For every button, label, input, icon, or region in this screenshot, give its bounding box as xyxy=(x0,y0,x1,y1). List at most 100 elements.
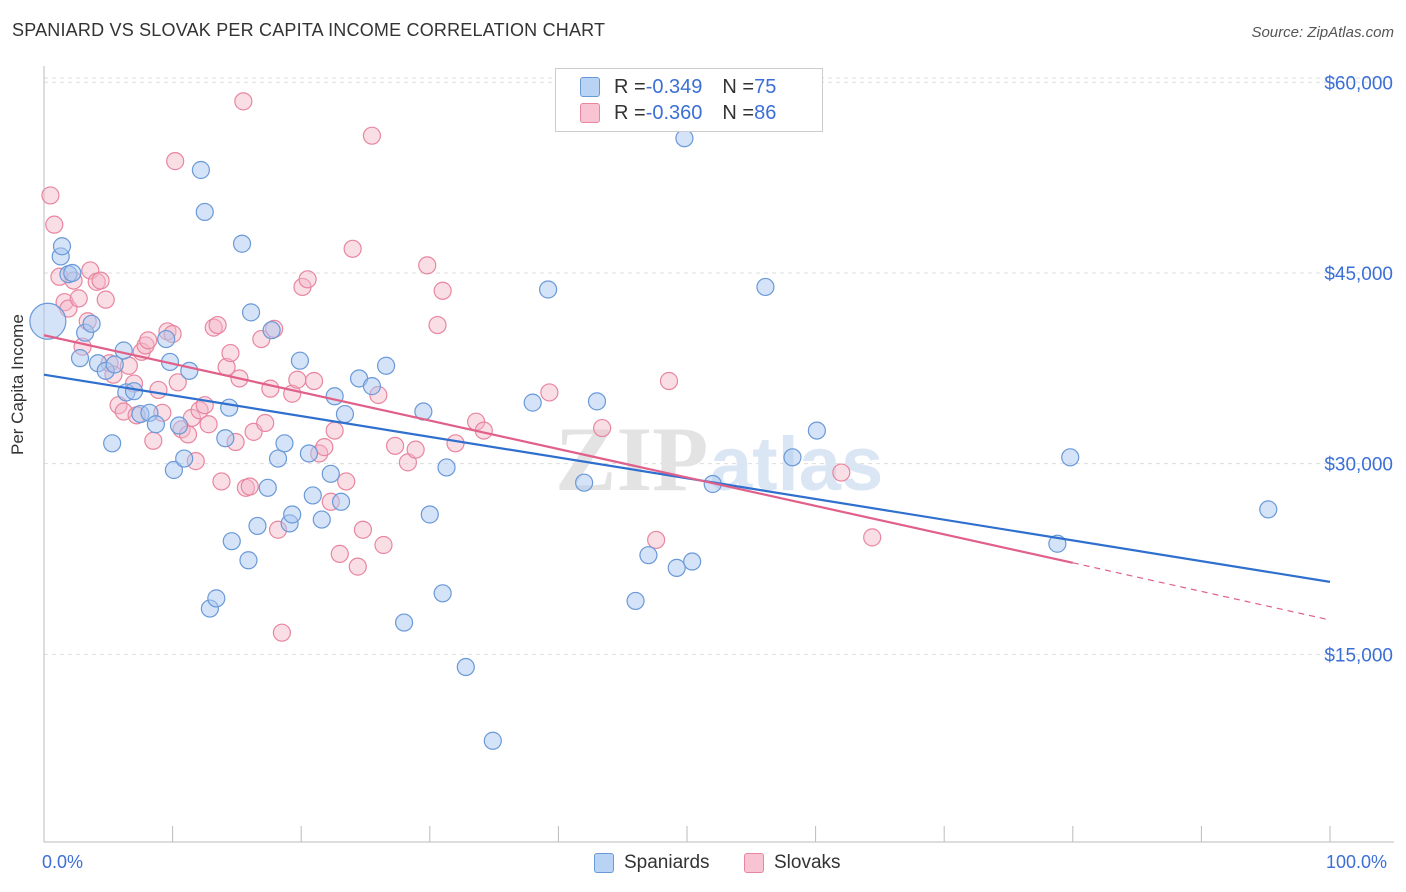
y-tick-label: $30,000 xyxy=(1324,455,1393,476)
slovaks-point xyxy=(69,289,88,308)
spaniards-point xyxy=(157,329,176,349)
legend-label-slovaks: Slovaks xyxy=(774,852,841,873)
slovaks-point xyxy=(144,431,163,450)
y-tick-label: $60,000 xyxy=(1324,73,1393,94)
spaniards-point xyxy=(575,473,594,492)
spaniards-point xyxy=(195,202,214,222)
spaniards-point xyxy=(420,505,439,524)
series-legend: Spaniards Slovaks xyxy=(0,852,1406,878)
spaniards-point xyxy=(483,731,502,750)
spaniards-point xyxy=(376,356,396,375)
spaniards-point xyxy=(169,416,189,435)
spaniards-point xyxy=(523,393,542,412)
spaniards-point xyxy=(164,460,183,480)
slovaks-point xyxy=(832,463,851,482)
slovaks-point xyxy=(315,438,334,457)
spaniards-point xyxy=(268,449,288,468)
slovaks-point xyxy=(272,623,292,642)
spaniards-point xyxy=(220,398,239,417)
spaniards-point xyxy=(262,321,281,340)
slovaks-points xyxy=(41,92,882,642)
slovaks-point xyxy=(190,401,209,420)
slovaks-legend-swatch xyxy=(744,853,764,873)
legend-n-value: 86 xyxy=(754,101,777,124)
spaniards-point xyxy=(241,303,261,322)
spaniards-point xyxy=(1259,500,1278,519)
y-tick-label: $15,000 xyxy=(1324,645,1393,666)
spaniards-point xyxy=(394,613,414,632)
trend-lines xyxy=(43,334,1331,621)
axes xyxy=(43,66,1394,843)
slovaks-point xyxy=(149,380,168,400)
slovaks-point xyxy=(41,186,60,205)
spaniards-point xyxy=(587,392,607,411)
slovaks-point xyxy=(96,290,115,309)
spaniards-point xyxy=(321,464,340,483)
spaniards-point xyxy=(433,584,452,603)
y-tick-labels: $15,000 $30,000 $45,000 $60,000 xyxy=(1324,73,1393,666)
slovaks-point xyxy=(91,271,110,290)
slovaks-point xyxy=(298,270,317,289)
spaniards-point xyxy=(283,505,302,524)
x-tick-min: 0.0% xyxy=(42,852,84,872)
spaniards-point xyxy=(146,415,165,434)
spaniards-points xyxy=(29,129,1278,750)
spaniards-point xyxy=(52,237,72,256)
spaniards-point xyxy=(290,351,310,370)
spaniards-point xyxy=(222,532,241,551)
slovaks-point xyxy=(428,315,447,335)
slovaks-point xyxy=(240,477,259,496)
spaniards-point xyxy=(312,510,331,529)
legend-r-label: R = xyxy=(614,101,646,124)
slovaks-point xyxy=(136,336,155,355)
y-tick-label: $45,000 xyxy=(1324,264,1393,285)
slovaks-point xyxy=(208,315,227,335)
spaniards-point xyxy=(639,546,658,565)
spaniards-point xyxy=(1061,448,1080,467)
spaniards-point xyxy=(331,492,351,511)
legend-row-spaniards: R = -0.349 N = 75 xyxy=(580,75,776,99)
spaniards-point xyxy=(362,377,382,396)
spaniards-point xyxy=(180,361,199,380)
spaniards-point xyxy=(216,429,235,448)
x-tick-max: 100.0% xyxy=(1326,852,1388,872)
slovaks-point xyxy=(433,281,452,300)
spaniards-point xyxy=(103,434,122,453)
slovaks-point xyxy=(304,371,324,391)
slovaks-point xyxy=(647,530,666,550)
spaniards-point xyxy=(335,404,355,424)
y-axis-label: Per Capita Income xyxy=(8,314,27,455)
slovaks-point xyxy=(362,126,382,145)
slovaks-point xyxy=(212,472,231,491)
slovaks-point xyxy=(863,528,882,547)
spaniards-point xyxy=(756,277,775,297)
slovaks-point xyxy=(446,434,465,453)
slovaks-point xyxy=(261,379,280,398)
spaniards-point xyxy=(456,657,475,677)
spaniards-swatch xyxy=(580,77,600,97)
spaniards-point xyxy=(207,589,226,608)
spaniards-point xyxy=(63,263,82,283)
chart-title: SPANIARD VS SLOVAK PER CAPITA INCOME COR… xyxy=(12,20,606,40)
legend-item-spaniards: Spaniards xyxy=(594,852,710,874)
slovaks-point xyxy=(593,418,612,438)
spaniards-point xyxy=(191,160,210,180)
slovaks-point xyxy=(166,152,185,171)
spaniards-point xyxy=(303,486,322,505)
slovaks-point xyxy=(348,557,367,576)
slovaks-point xyxy=(139,331,158,350)
legend-item-slovaks: Slovaks xyxy=(744,852,841,874)
slovaks-point xyxy=(337,472,356,491)
slovaks-point xyxy=(256,413,275,433)
slovaks-trend-extension xyxy=(1072,562,1331,621)
legend-n-label: N = xyxy=(722,101,755,124)
spaniards-point xyxy=(248,516,267,536)
spaniards-point xyxy=(275,434,294,453)
legend-r-value: -0.349 xyxy=(645,75,703,98)
spaniards-point xyxy=(299,444,319,463)
slovaks-point xyxy=(343,239,362,258)
stats-legend: R = -0.349 N = 75 R = -0.360 N = 86 xyxy=(555,68,823,132)
slovaks-point xyxy=(199,415,218,434)
legend-r-label: R = xyxy=(614,75,646,98)
